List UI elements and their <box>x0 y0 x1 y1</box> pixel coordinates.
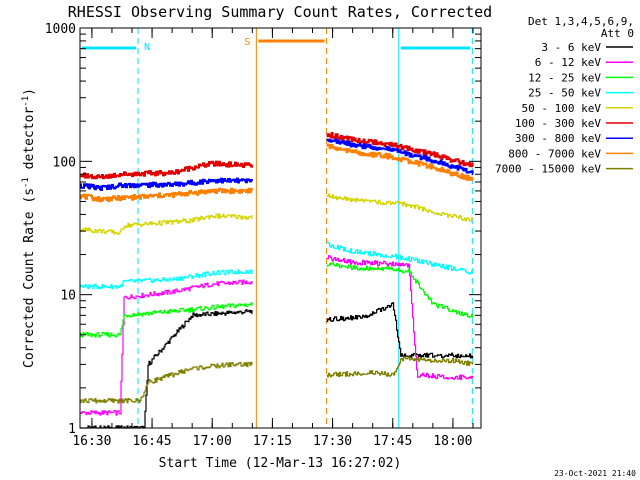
y-tick-label: 100 <box>53 155 76 170</box>
legend-label: 12 - 25 keV <box>528 71 601 84</box>
x-tick-label: 17:45 <box>373 434 412 449</box>
series-segment <box>80 177 253 191</box>
legend-label: 800 - 7000 keV <box>508 147 601 160</box>
y-axis-title-part-2: detector <box>22 107 37 178</box>
series-segment <box>80 309 253 429</box>
legend-label: 100 - 300 keV <box>515 117 601 130</box>
series-25-50-keV <box>80 241 474 290</box>
series-segment <box>326 193 474 222</box>
series-segment <box>326 302 474 359</box>
y-axis-title-part-1: Corrected Count Rate (s <box>22 188 37 368</box>
saa-label: S <box>244 37 250 48</box>
series-7000-15000-keV <box>80 356 474 404</box>
y-axis-title: Corrected Count Rate (s-1 detector-1) <box>21 88 37 368</box>
x-tick-label: 17:00 <box>193 434 232 449</box>
series-50-100-keV <box>80 193 474 235</box>
series-layer <box>80 132 474 429</box>
legend: Det 1,3,4,5,6,9,Att 03 - 6 keV 6 - 12 keV… <box>495 15 634 176</box>
x-tick-label: 17:30 <box>313 434 352 449</box>
series-segment <box>326 356 474 378</box>
y-axis-title-sup-2: -1 <box>21 96 31 107</box>
y-axis-title-sup-1: -1 <box>21 177 31 188</box>
series-segment <box>80 268 253 290</box>
y-tick-label: 1 <box>68 422 76 437</box>
legend-header-line: Att 0 <box>601 27 634 40</box>
series-segment <box>80 213 253 235</box>
series-segment <box>326 132 474 168</box>
series-segment <box>326 255 474 380</box>
night-label: N <box>144 42 150 53</box>
series-segment <box>326 143 474 181</box>
series-segment <box>80 160 253 180</box>
series-segment <box>326 138 474 176</box>
footer-timestamp: 23-Oct-2021 21:40 <box>554 469 636 478</box>
y-tick-label: 10 <box>60 289 76 304</box>
series-12-25-keV <box>80 262 474 338</box>
x-tick-label: 18:00 <box>433 434 472 449</box>
series-800-7000-keV <box>80 143 474 203</box>
legend-label: 50 - 100 keV <box>522 102 602 115</box>
legend-label: 7000 - 15000 keV <box>495 163 601 176</box>
legend-label: 300 - 800 keV <box>515 132 601 145</box>
series-segment <box>80 187 253 203</box>
y-tick-label: 1000 <box>45 22 76 37</box>
series-6-12-keV <box>80 255 474 416</box>
legend-label: 25 - 50 keV <box>528 87 601 100</box>
series-segment <box>326 241 474 275</box>
plot-frame <box>79 27 482 429</box>
series-100-300-keV <box>80 132 474 180</box>
x-tick-label: 16:30 <box>72 434 111 449</box>
series-segment <box>326 262 474 318</box>
series-segment <box>80 302 253 338</box>
x-tick-label: 17:15 <box>253 434 292 449</box>
x-tick-label: 16:45 <box>133 434 172 449</box>
axis-layer: 16:30 16:45 17:00 17:15 17:30 17:45 18:00 1 10 10… <box>45 22 481 449</box>
legend-label: 3 - 6 keV <box>541 41 601 54</box>
series-300-800-keV <box>80 138 474 191</box>
x-axis-title: Start Time (12-Mar-13 16:27:02) <box>159 456 402 471</box>
legend-header-line: Det 1,3,4,5,6,9, <box>528 15 634 28</box>
series-segment <box>80 279 253 416</box>
y-axis-title-part-3: ) <box>22 88 37 96</box>
series-segment <box>80 361 253 404</box>
legend-label: 6 - 12 keV <box>535 56 602 69</box>
chart-title: RHESSI Observing Summary Count Rates, Co… <box>68 3 492 21</box>
